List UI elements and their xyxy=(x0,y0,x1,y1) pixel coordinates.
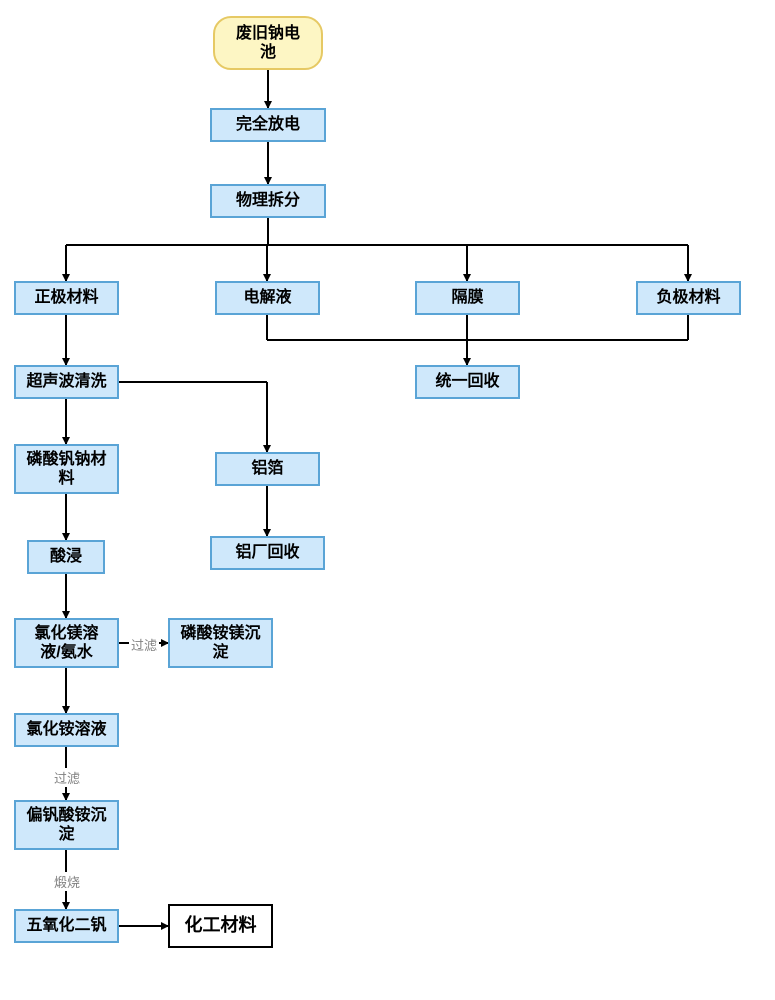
node-ultrasonic-clean: 超声波清洗 xyxy=(14,365,119,399)
node-nh4cl-solution: 氯化铵溶液 xyxy=(14,713,119,747)
node-acid-leach: 酸浸 xyxy=(27,540,105,574)
connector-layer xyxy=(0,0,775,1000)
node-chem-material: 化工材料 xyxy=(168,904,273,948)
node-electrolyte: 电解液 xyxy=(215,281,320,315)
node-mgcl2-ammonia: 氯化镁溶液/氨水 xyxy=(14,618,119,668)
node-full-discharge: 完全放电 xyxy=(210,108,326,142)
node-start: 废旧钠电池 xyxy=(213,16,323,70)
edge-label-filter-1: 过滤 xyxy=(129,635,159,654)
node-mg-nh-po-precip: 磷酸铵镁沉淀 xyxy=(168,618,273,668)
node-nh4vo3-precip: 偏钒酸铵沉淀 xyxy=(14,800,119,850)
node-physical-split: 物理拆分 xyxy=(210,184,326,218)
node-cathode-material: 正极材料 xyxy=(14,281,119,315)
node-navp-material: 磷酸钒钠材料 xyxy=(14,444,119,494)
edge-label-calcine: 煅烧 xyxy=(52,872,82,891)
node-aluminum-foil: 铝箔 xyxy=(215,452,320,486)
node-al-plant-recovery: 铝厂回收 xyxy=(210,536,325,570)
node-separator: 隔膜 xyxy=(415,281,520,315)
edge-label-filter-2: 过滤 xyxy=(52,768,82,787)
node-anode-material: 负极材料 xyxy=(636,281,741,315)
node-unified-recovery: 统一回收 xyxy=(415,365,520,399)
node-v2o5: 五氧化二钒 xyxy=(14,909,119,943)
flowchart-canvas: 废旧钠电池 完全放电 物理拆分 正极材料 电解液 隔膜 负极材料 统一回收 超声… xyxy=(0,0,775,1000)
